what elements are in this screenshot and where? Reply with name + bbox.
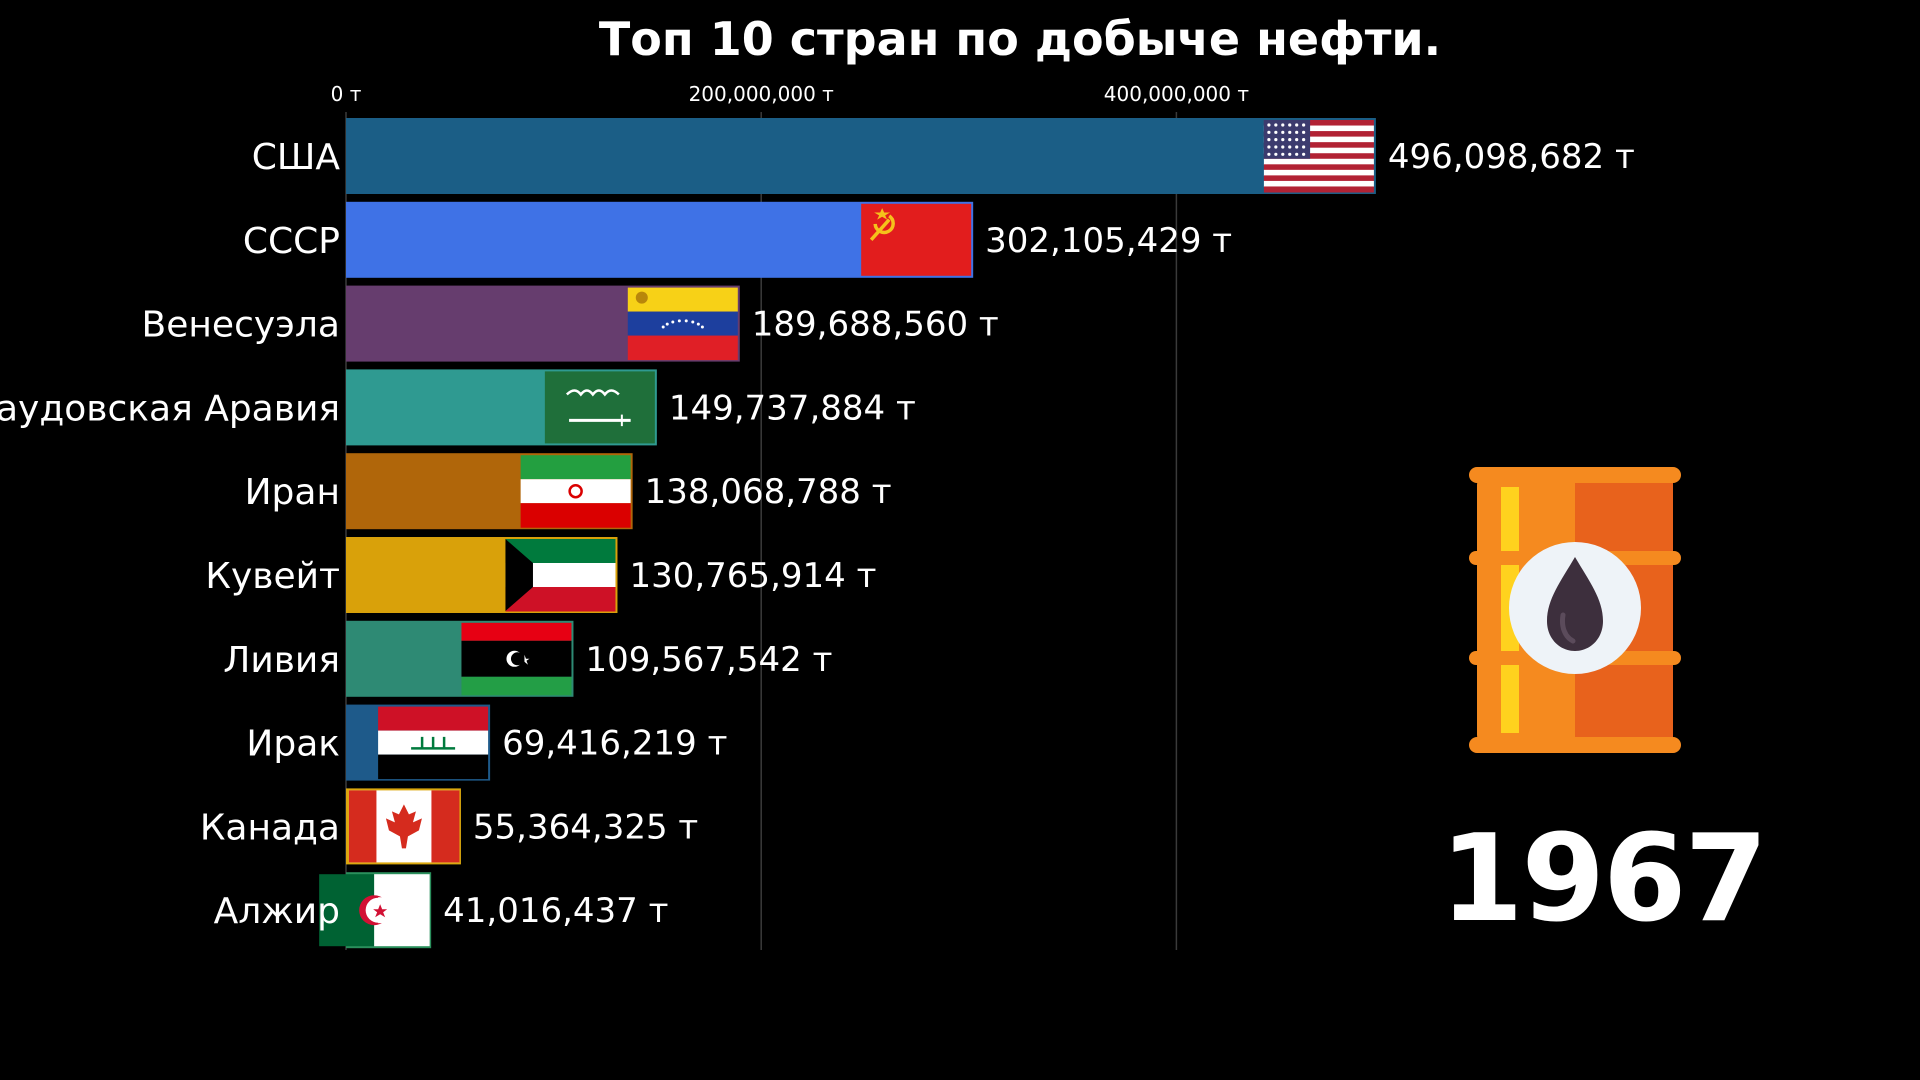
x-tick-label: 400,000,000 т (1104, 82, 1250, 106)
category-label: Ливия (223, 640, 340, 681)
value-label: 130,765,914 т (629, 556, 876, 596)
value-label: 41,016,437 т (443, 891, 668, 931)
iran-flag (520, 455, 631, 528)
chart-title: Топ 10 стран по добыче нефти. (598, 12, 1442, 66)
libya-flag (461, 622, 572, 696)
category-label: Алжир (214, 891, 340, 932)
kuwait-flag (505, 539, 616, 612)
venezuela-flag (627, 287, 738, 361)
oil-barrel-icon (1469, 467, 1681, 753)
iraq-flag (378, 706, 489, 780)
algeria-flag (319, 874, 430, 947)
value-label: 138,068,788 т (645, 472, 892, 512)
category-label: Ирак (246, 724, 340, 765)
value-label: 496,098,682 т (1388, 137, 1635, 177)
category-label: СССР (243, 221, 340, 262)
value-label: 69,416,219 т (502, 724, 727, 764)
ussr-flag (861, 203, 972, 276)
bar (346, 118, 1376, 194)
x-tick-label: 200,000,000 т (689, 82, 835, 106)
value-label: 189,688,560 т (752, 305, 999, 345)
value-label: 149,737,884 т (669, 388, 916, 428)
category-label: Кувейт (205, 556, 340, 597)
x-tick-label: 0 т (331, 82, 362, 106)
value-label: 302,105,429 т (985, 221, 1232, 261)
category-label: США (252, 137, 341, 178)
us-flag (1263, 120, 1374, 193)
canada-flag (348, 790, 460, 863)
category-label: Венесуэла (142, 305, 340, 346)
value-label: 109,567,542 т (585, 640, 832, 680)
category-label: Иран (245, 472, 340, 513)
category-label: Саудовская Аравия (0, 388, 340, 429)
value-label: 55,364,325 т (473, 807, 698, 847)
year-label: 1967 (1440, 810, 1768, 949)
category-label: Канада (200, 807, 340, 848)
saudi-arabia-flag (544, 371, 655, 444)
